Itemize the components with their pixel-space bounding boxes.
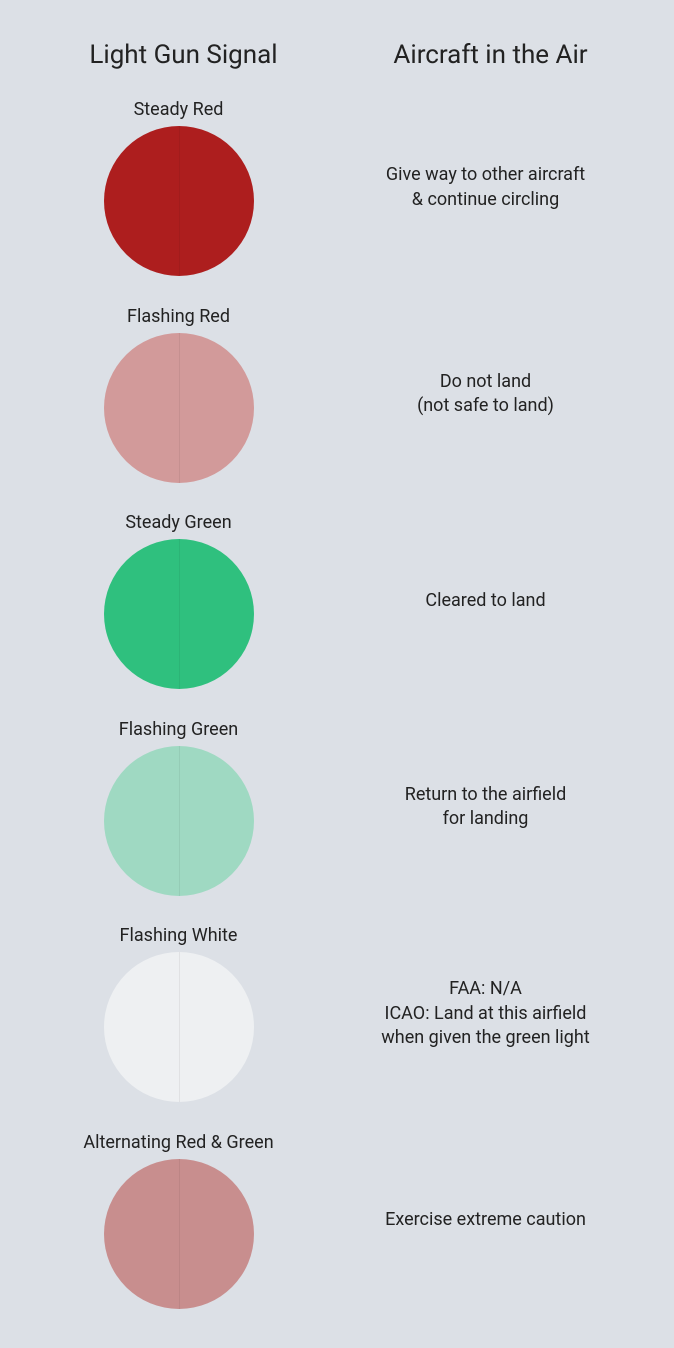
signal-circle: [104, 746, 254, 896]
signal-circle: [104, 952, 254, 1102]
signal-left-col: Flashing Green: [30, 719, 327, 896]
rows-container: Steady Red Give way to other aircraft& co…: [30, 90, 644, 1318]
infographic-container: Light Gun Signal Aircraft in the Air Ste…: [0, 0, 674, 1348]
signal-label: Steady Red: [134, 99, 224, 120]
signal-label: Flashing Red: [127, 306, 230, 327]
signal-meaning: Cleared to land: [327, 589, 644, 613]
signal-meaning: Do not land(not safe to land): [327, 370, 644, 419]
signal-label: Flashing Green: [119, 719, 238, 740]
header-left: Light Gun Signal: [30, 40, 337, 70]
signal-label: Flashing White: [120, 925, 238, 946]
meaning-line: Do not land: [440, 370, 531, 394]
signal-label: Steady Green: [125, 512, 231, 533]
meaning-line: FAA: N/A: [449, 977, 522, 1001]
signal-row: Flashing Red Do not land(not safe to land…: [30, 297, 644, 492]
signal-row: Steady Green Cleared to land: [30, 503, 644, 698]
meaning-line: Return to the airfield: [405, 783, 567, 807]
meaning-line: when given the green light: [381, 1026, 589, 1050]
signal-row: Flashing Green Return to the airfieldfor …: [30, 710, 644, 905]
meaning-line: Exercise extreme caution: [385, 1208, 586, 1232]
meaning-line: Give way to other aircraft: [386, 163, 585, 187]
header-row: Light Gun Signal Aircraft in the Air: [30, 40, 644, 70]
signal-circle: [104, 333, 254, 483]
signal-row: Flashing White FAA: N/AICAO: Land at this…: [30, 916, 644, 1111]
signal-meaning: FAA: N/AICAO: Land at this airfieldwhen …: [327, 977, 644, 1050]
signal-row: Alternating Red & Green Exercise extreme …: [30, 1123, 644, 1318]
signal-left-col: Flashing Red: [30, 306, 327, 483]
meaning-line: ICAO: Land at this airfield: [385, 1002, 587, 1026]
signal-circle: [104, 539, 254, 689]
signal-meaning: Exercise extreme caution: [327, 1208, 644, 1232]
signal-circle: [104, 126, 254, 276]
signal-left-col: Flashing White: [30, 925, 327, 1102]
signal-meaning: Return to the airfieldfor landing: [327, 783, 644, 832]
signal-meaning: Give way to other aircraft& continue cir…: [327, 163, 644, 212]
signal-label: Alternating Red & Green: [83, 1132, 273, 1153]
signal-left-col: Steady Red: [30, 99, 327, 276]
meaning-line: & continue circling: [412, 188, 559, 212]
signal-left-col: Steady Green: [30, 512, 327, 689]
signal-row: Steady Red Give way to other aircraft& co…: [30, 90, 644, 285]
header-right: Aircraft in the Air: [337, 40, 644, 70]
meaning-line: Cleared to land: [425, 589, 545, 613]
meaning-line: (not safe to land): [417, 394, 554, 418]
signal-left-col: Alternating Red & Green: [30, 1132, 327, 1309]
meaning-line: for landing: [443, 807, 529, 831]
signal-circle: [104, 1159, 254, 1309]
